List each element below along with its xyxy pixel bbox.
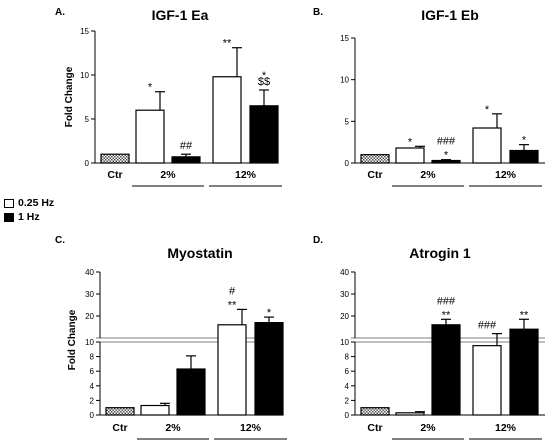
y-tick-label: 10	[340, 338, 349, 347]
y-tick-label: 2	[90, 396, 95, 405]
y-tick-label: 0	[345, 411, 350, 420]
bar	[135, 109, 165, 164]
y-tick-label: 15	[80, 27, 89, 36]
y-tick-label: 20	[340, 312, 349, 321]
bar	[509, 149, 539, 164]
y-tick-label: 15	[340, 34, 349, 43]
chart-panel-2: B. IGF-1 Eb 0 5 10 15 * ### * * * Ctr 2% 12%	[313, 7, 545, 187]
significance-label: *	[148, 82, 153, 94]
x-category-label: 12%	[495, 169, 517, 181]
chart-title: IGF-1 Ea	[152, 7, 209, 23]
y-tick-label: 8	[345, 353, 350, 362]
y-tick-label: 5	[85, 115, 90, 124]
bar	[249, 105, 279, 164]
significance-label: **	[520, 309, 529, 321]
x-category-label: 2%	[165, 422, 181, 434]
significance-label: ###	[437, 136, 456, 148]
y-axis-label: Fold Change	[67, 309, 78, 370]
y-tick-label: 4	[90, 382, 95, 391]
significance-label: *	[522, 135, 527, 147]
y-tick-label: 4	[345, 382, 350, 391]
bar	[171, 156, 201, 164]
y-tick-label: 10	[80, 71, 89, 80]
significance-label: ###	[478, 320, 497, 332]
significance-label: *	[444, 150, 449, 162]
bar	[395, 147, 425, 164]
bar	[176, 368, 206, 416]
x-category-label: 2%	[160, 169, 176, 181]
panel-letter: B.	[313, 7, 323, 18]
legend-label-low-freq: 0.25 Hz	[18, 197, 55, 209]
chart-title: IGF-1 Eb	[421, 7, 479, 23]
x-category-label: 12%	[235, 169, 257, 181]
x-category-label: 12%	[495, 422, 517, 434]
significance-label: **	[223, 38, 232, 50]
significance-label: *	[485, 104, 490, 116]
bar	[100, 153, 130, 164]
legend-item-low-freq: 0.25 Hz	[4, 196, 54, 210]
bar	[472, 127, 502, 164]
legend-item-high-freq: 1 Hz	[4, 210, 54, 224]
significance-label: ##	[180, 140, 193, 152]
bar	[395, 412, 425, 416]
panel-letter: A.	[55, 7, 65, 18]
significance-label: *	[267, 307, 272, 319]
y-tick-label: 40	[85, 268, 94, 277]
y-tick-label: 5	[345, 117, 350, 126]
y-tick-label: 6	[345, 367, 350, 376]
y-tick-label: 30	[85, 290, 94, 299]
bar	[431, 324, 461, 416]
legend-swatch-white	[4, 198, 14, 208]
significance-label: *	[262, 70, 267, 82]
bar	[509, 328, 539, 416]
x-category-label: Ctr	[107, 169, 122, 181]
bar	[360, 407, 390, 416]
y-tick-label: 20	[85, 312, 94, 321]
x-category-label: Ctr	[112, 422, 127, 434]
significance-label: *	[408, 136, 413, 148]
chart-panel-4: D. Atrogin 1 0 2 4 6 8 10 20 30 40 ### ** ### ** Ctr 2% 1…	[313, 235, 545, 440]
x-category-label: Ctr	[367, 169, 382, 181]
x-category-label: 12%	[240, 422, 262, 434]
significance-label: #	[229, 285, 236, 297]
significance-label: **	[228, 299, 237, 311]
y-tick-label: 0	[90, 411, 95, 420]
x-category-label: 2%	[420, 422, 436, 434]
y-tick-label: 8	[90, 353, 95, 362]
panel-letter: D.	[313, 235, 323, 246]
chart-title: Atrogin 1	[409, 245, 471, 261]
bar	[254, 322, 284, 416]
significance-label: **	[442, 309, 451, 321]
bar	[217, 324, 247, 416]
legend: 0.25 Hz 1 Hz	[4, 196, 54, 224]
x-category-label: 2%	[420, 169, 436, 181]
legend-swatch-black	[4, 212, 14, 222]
x-category-label: Ctr	[367, 422, 382, 434]
bar	[360, 154, 390, 164]
bar	[140, 404, 170, 416]
significance-label: $$	[258, 76, 270, 88]
y-tick-label: 10	[85, 338, 94, 347]
chart-title: Myostatin	[167, 245, 232, 261]
legend-label-high-freq: 1 Hz	[18, 211, 40, 223]
y-tick-label: 10	[340, 76, 349, 85]
significance-label: ###	[437, 295, 456, 307]
y-tick-label: 2	[345, 396, 350, 405]
y-tick-label: 6	[90, 367, 95, 376]
bar	[105, 407, 135, 416]
y-tick-label: 30	[340, 290, 349, 299]
panel-letter: C.	[55, 235, 65, 246]
y-tick-label: 0	[345, 159, 350, 168]
bar	[212, 76, 242, 164]
y-tick-label: 40	[340, 268, 349, 277]
y-axis-label: Fold Change	[64, 66, 75, 127]
y-tick-label: 0	[85, 159, 90, 168]
bar	[472, 345, 502, 416]
